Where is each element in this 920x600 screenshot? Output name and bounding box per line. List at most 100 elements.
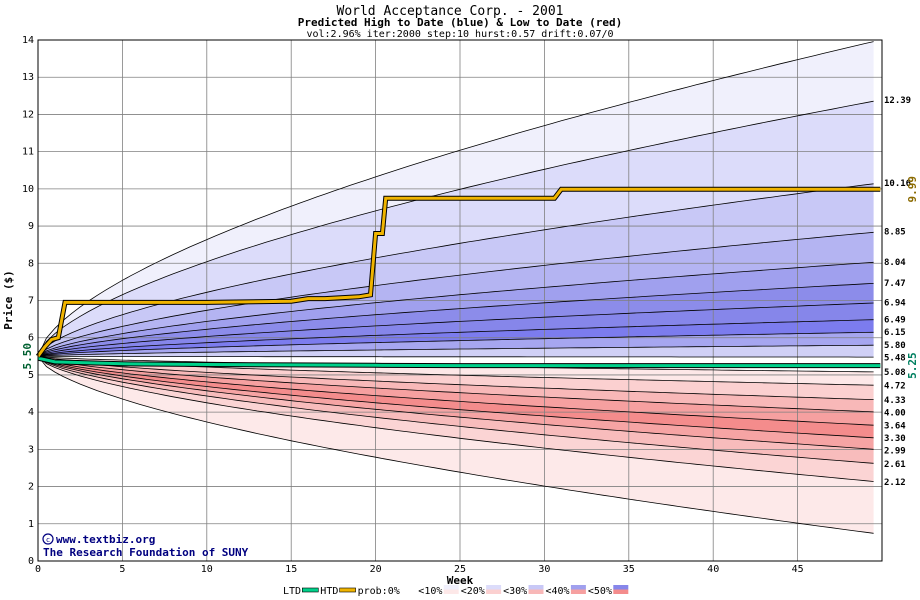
quantile-end-label: 2.61	[884, 460, 906, 470]
legend-label: prob:0%	[358, 586, 400, 597]
legend-swatch-high	[486, 585, 502, 590]
quantile-line	[37, 231, 874, 357]
legend-swatch	[301, 587, 319, 593]
quantile-line	[37, 319, 874, 357]
quantile-end-label: 5.80	[884, 341, 906, 351]
series-lines	[35, 186, 881, 369]
credit: c www.textbiz.org The Research Foundatio…	[42, 533, 249, 559]
credit-line-2: The Research Foundation of SUNY	[43, 546, 249, 559]
quantile-end-label: 2.99	[884, 447, 906, 457]
quantile-end-label: 10.16	[884, 179, 911, 189]
y-tick-label: 7	[28, 296, 34, 307]
legend-label: <40%	[546, 586, 570, 597]
probability-bands	[38, 41, 874, 534]
legend-swatch-low	[613, 589, 629, 594]
x-axis-ticks: 0 5 10 15 20 25 30 35 40 45	[35, 564, 804, 575]
credit-line-1: www.textbiz.org	[56, 533, 155, 546]
low-band	[38, 356, 874, 400]
chart-title: World Acceptance Corp. - 2001	[337, 4, 564, 19]
legend-label: LTD	[283, 586, 301, 597]
x-tick-label: 5	[119, 564, 125, 575]
quantile-lines	[37, 41, 874, 534]
quantile-line	[37, 183, 874, 357]
quantile-end-label: 5.08	[884, 368, 906, 378]
y-tick-label: 6	[28, 333, 34, 344]
x-tick-label: 40	[707, 564, 719, 575]
x-tick-label: 25	[454, 564, 466, 575]
y-tick-label: 5	[28, 370, 34, 381]
low-band	[38, 356, 874, 482]
low-band	[38, 356, 874, 426]
legend-swatch-low	[570, 589, 586, 594]
quantile-end-label: 3.30	[884, 434, 906, 444]
y-tick-label: 3	[28, 444, 34, 455]
quantile-end-label: 12.39	[884, 96, 911, 106]
y-tick-label: 12	[22, 109, 34, 120]
legend-swatch	[339, 587, 356, 593]
x-tick-label: 35	[623, 564, 635, 575]
quantile-line	[37, 355, 874, 482]
quantile-line	[37, 355, 874, 400]
quantile-end-label: 2.12	[884, 478, 906, 488]
quantile-line	[37, 344, 874, 357]
quantile-line	[37, 355, 874, 413]
x-tick-label: 10	[201, 564, 213, 575]
low-band	[38, 356, 874, 450]
quantile-line	[37, 331, 874, 357]
high-band	[38, 303, 874, 357]
quantile-end-label: 3.64	[884, 422, 906, 432]
x-tick-label: 45	[792, 564, 804, 575]
chart-subtitle: Predicted High to Date (blue) & Low to D…	[298, 16, 623, 29]
y-tick-label: 2	[28, 482, 34, 493]
quantile-end-label: 6.15	[884, 328, 906, 338]
low-band	[38, 356, 874, 534]
quantile-line	[37, 283, 874, 357]
ltd-line	[37, 356, 881, 368]
copyright-icon-letter: c	[46, 536, 50, 544]
y-tick-label: 1	[28, 519, 34, 530]
quantile-line	[37, 355, 874, 450]
quantile-line	[37, 41, 874, 357]
legend-label: HTD	[320, 586, 338, 597]
y-tick-label: 9	[28, 221, 34, 232]
low-band	[38, 356, 874, 412]
quantile-line	[37, 356, 874, 534]
quantile-line	[37, 355, 874, 464]
legend-swatch-high	[528, 585, 544, 590]
high-band	[38, 283, 874, 357]
quantile-end-label: 8.85	[884, 228, 906, 238]
quantile-end-label: 7.47	[884, 279, 906, 289]
x-tick-label: 20	[370, 564, 382, 575]
htd-end-label: 9.99	[906, 176, 919, 203]
legend-swatch-low	[528, 589, 544, 594]
legend-label: <30%	[503, 586, 527, 597]
y-tick-label: 13	[22, 72, 34, 83]
high-band	[38, 345, 874, 358]
low-band	[38, 356, 874, 438]
x-tick-label: 30	[538, 564, 550, 575]
copyright-icon	[42, 533, 54, 545]
legend-swatch-high	[570, 585, 586, 590]
legend-swatch-low	[486, 589, 502, 594]
legend-swatch-high	[443, 585, 459, 590]
plot-frame	[37, 39, 883, 562]
high-band	[38, 332, 874, 357]
quantile-line	[37, 355, 874, 358]
legend-swatch-low	[401, 589, 417, 594]
chart-params: vol:2.96% iter:2000 step:10 hurst:0.57 d…	[306, 29, 613, 40]
quantile-line	[37, 355, 874, 426]
legend-label: <50%	[588, 586, 612, 597]
quantile-end-label: 6.49	[884, 316, 906, 326]
legend: LTD HTD prob:0% <10% <20% <30% <40% <50%	[283, 585, 629, 597]
start-price-label: 5.50	[21, 343, 34, 370]
legend-label: <20%	[461, 586, 485, 597]
y-tick-label: 4	[28, 407, 34, 418]
high-band	[38, 183, 874, 357]
legend-swatch-high	[613, 585, 629, 590]
legend-swatch-low	[443, 589, 459, 594]
quantile-end-label: 4.33	[884, 396, 906, 406]
legend-swatch-high	[401, 585, 417, 590]
y-tick-label: 10	[22, 184, 34, 195]
